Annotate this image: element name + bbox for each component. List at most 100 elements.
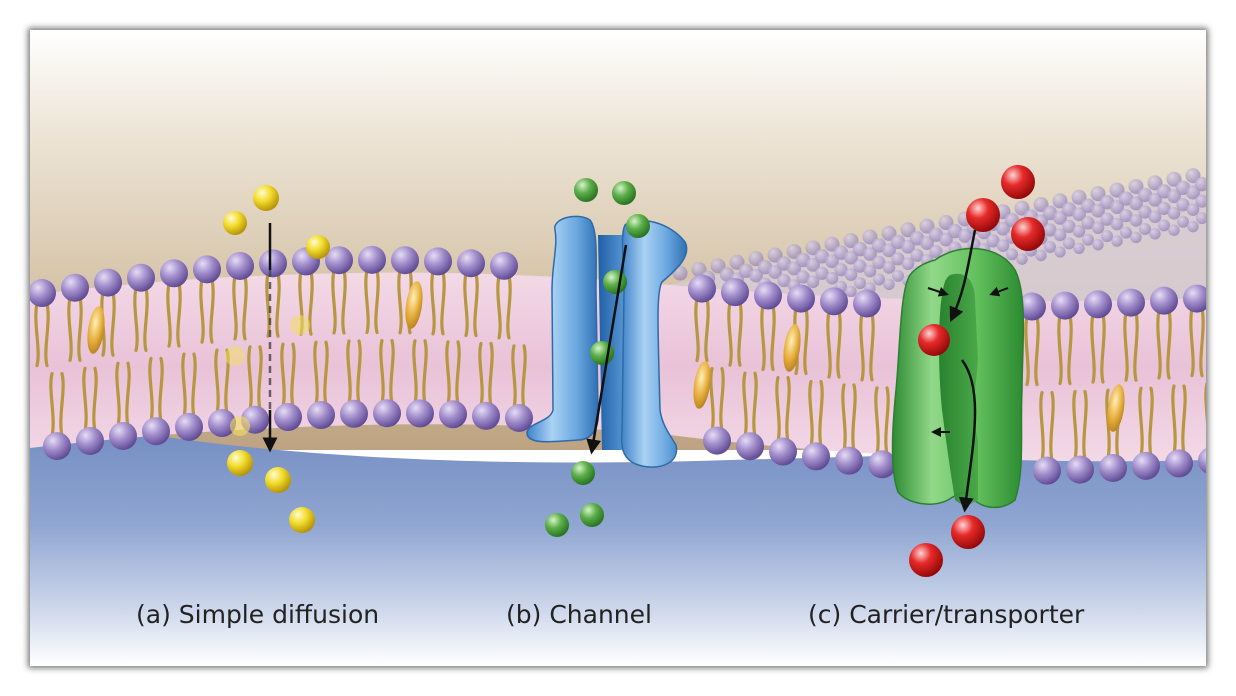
phospholipid-head [1018, 292, 1046, 321]
phospholipid-head [1072, 207, 1086, 222]
solute-molecule [951, 515, 985, 549]
cholesterol [87, 306, 105, 354]
lipid-tail [379, 338, 385, 405]
lipid-tail [770, 303, 776, 372]
phospholipid-head [30, 279, 56, 308]
phospholipid-head [853, 259, 867, 273]
lipid-tail [1148, 386, 1154, 458]
phospholipid-head [929, 245, 943, 259]
lipid-tail [1024, 314, 1030, 387]
phospholipid-head [1016, 253, 1028, 265]
lipid-tail [92, 366, 98, 433]
solute-molecule [571, 461, 595, 485]
lipid-tail [841, 383, 847, 453]
phospholipid-head [703, 426, 731, 455]
lipid-tail [191, 352, 197, 419]
phospholipid-head [996, 221, 1010, 236]
lipid-tail [110, 290, 116, 357]
phospholipid-head [1187, 220, 1199, 233]
phospholipid-head [1053, 228, 1067, 242]
phospholipid-head [769, 437, 797, 466]
lipid-tail [209, 277, 215, 344]
cholesterol [693, 361, 711, 409]
phospholipid-head [883, 278, 895, 291]
phospholipid-head [1186, 185, 1200, 200]
lipid-tail [1100, 312, 1106, 384]
phospholipid-head [1063, 237, 1075, 250]
lipid-tail [488, 341, 494, 408]
phospholipid-head [863, 264, 877, 278]
phospholipid-head [1157, 201, 1171, 215]
phospholipid-head [1081, 216, 1095, 230]
solute-molecule [289, 507, 315, 533]
lipid-tail [214, 348, 220, 415]
arrow-down-icon [586, 244, 628, 455]
lipid-tail [869, 311, 875, 382]
phospholipid-head [721, 278, 749, 307]
lipid-tail [1034, 314, 1040, 387]
solute-molecule-in-membrane [225, 346, 245, 366]
phospholipid-head [892, 269, 904, 282]
lipid-tail [59, 371, 65, 438]
solute-molecule [227, 450, 253, 476]
phospholipid-head [845, 285, 857, 298]
conformation-arrow-icon [927, 287, 949, 297]
lipid-tail [133, 286, 139, 353]
lipid-tail [506, 274, 512, 340]
lipid-tail [775, 375, 781, 444]
phospholipid-head [834, 263, 848, 277]
lipid-tail [521, 344, 527, 410]
lipid-tail [389, 338, 395, 405]
phospholipid-head [1129, 214, 1143, 227]
lipid-tail [308, 269, 314, 336]
lipid-tail [232, 274, 238, 341]
lipid-tail [1166, 309, 1172, 380]
lipid-tail [1171, 384, 1177, 456]
phospholipid-head [844, 268, 858, 281]
lipid-tail [742, 371, 748, 438]
conformation-arrow-icon [989, 286, 1009, 297]
lipid-tail [496, 274, 502, 340]
lipid-tail [82, 366, 88, 433]
phospholipid-head [1177, 215, 1189, 228]
phospholipid-head [490, 251, 518, 280]
phospholipid-head [1148, 192, 1162, 207]
lipid-tail [323, 340, 329, 407]
lipid-tail [275, 271, 281, 338]
lipid-tail [709, 366, 715, 433]
phospholipid-head [1117, 288, 1145, 317]
lipid-tail [280, 342, 286, 409]
lipid-tail [463, 271, 469, 338]
phospholipid-head [1129, 196, 1143, 211]
phospholipid-head [1198, 448, 1206, 474]
solute-molecule [1011, 217, 1045, 251]
phospholipid-head [910, 248, 924, 262]
phospholipid-head [891, 252, 905, 266]
solute-molecule [223, 211, 247, 235]
phospholipid-head [208, 409, 236, 438]
phospholipid-head [844, 250, 858, 265]
phospholipid-head [259, 249, 287, 278]
cholesterol [405, 281, 423, 329]
lipid-tail [44, 301, 50, 368]
phospholipid-head [127, 263, 155, 292]
phospholipid-head [1100, 212, 1114, 226]
lipid-tail [727, 300, 733, 367]
lipid-tail [181, 352, 187, 419]
phospholipid-head [958, 229, 972, 243]
phospholipid-head [1138, 205, 1152, 219]
cholesterol [783, 324, 801, 372]
arrow-down-icon [949, 229, 977, 323]
solute-molecule [626, 214, 650, 238]
phospholipid-head [1073, 242, 1085, 254]
phospholipid-head [1168, 224, 1180, 236]
solute-molecule [580, 503, 604, 527]
phospholipid-head [996, 239, 1010, 253]
phospholipid-head [1186, 203, 1200, 216]
solute-molecule [265, 467, 291, 493]
phospholipid-head [853, 289, 881, 318]
phospholipid-head [1176, 198, 1190, 212]
phospholipid-head [1130, 231, 1142, 244]
lipid-tail [1039, 390, 1045, 463]
phospholipid-head [1119, 208, 1133, 223]
